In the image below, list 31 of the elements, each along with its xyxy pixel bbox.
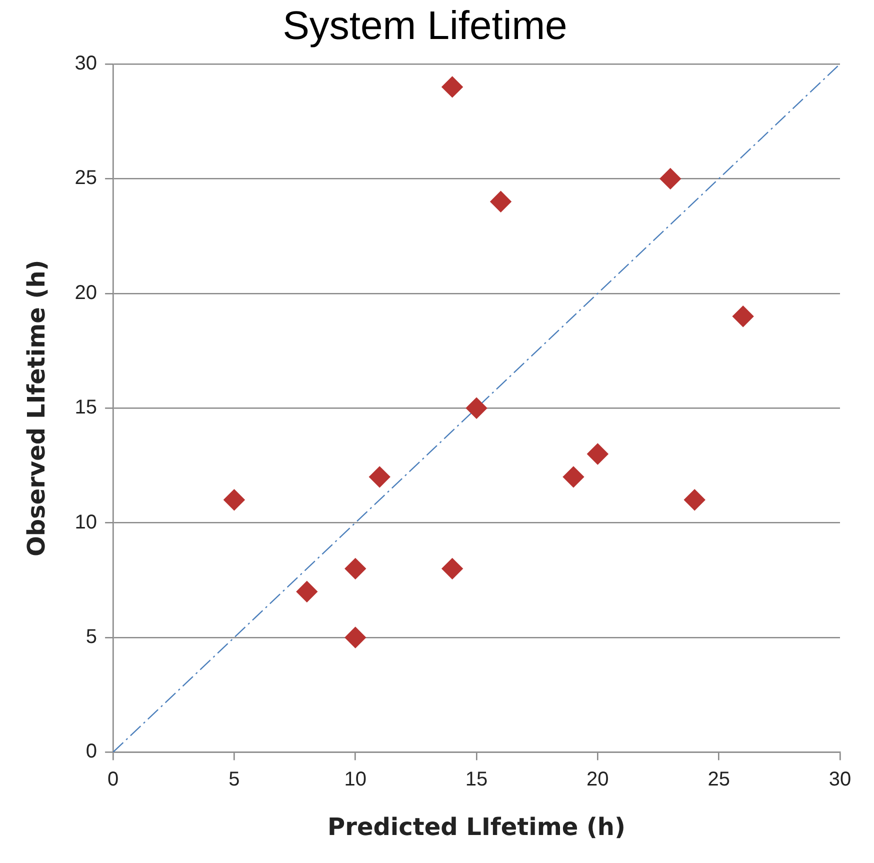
y-tick-label: 15 — [74, 396, 98, 419]
point — [442, 76, 463, 98]
y-tick-label: 25 — [74, 167, 98, 190]
x-tick-label: 25 — [708, 768, 730, 791]
point — [344, 626, 366, 648]
point — [660, 168, 681, 190]
chart-title: System Lifetime — [282, 4, 568, 48]
x-tick-label: 10 — [344, 768, 366, 791]
y-tick-label: 0 — [86, 740, 98, 763]
x-tick-label: 15 — [465, 768, 488, 791]
x-tick-label: 5 — [228, 768, 240, 791]
point — [368, 466, 390, 488]
x-axis-title: Predicted LIfetime (h) — [328, 812, 626, 841]
x-tick-label: 0 — [107, 768, 119, 791]
point — [442, 558, 463, 580]
point — [344, 558, 366, 580]
point — [466, 398, 488, 419]
point — [224, 489, 245, 510]
x-tick-label: 30 — [828, 768, 852, 791]
y-tick-label: 30 — [74, 52, 98, 75]
y-axis-title: Observed LIfetime (h) — [22, 260, 51, 556]
point — [490, 191, 512, 212]
y-tick-label: 10 — [74, 511, 98, 534]
y-tick-label: 20 — [74, 282, 98, 304]
point — [296, 581, 318, 602]
point — [587, 443, 608, 465]
point — [562, 466, 584, 488]
point — [732, 306, 754, 327]
point — [684, 489, 706, 510]
x-tick-label: 20 — [586, 768, 609, 791]
y-tick-label: 5 — [86, 626, 98, 648]
